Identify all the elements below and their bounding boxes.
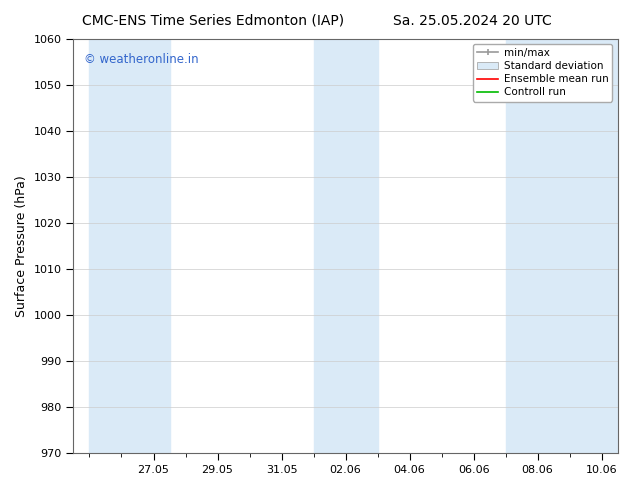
Text: Sa. 25.05.2024 20 UTC: Sa. 25.05.2024 20 UTC <box>393 14 552 28</box>
Text: © weatheronline.in: © weatheronline.in <box>84 53 199 66</box>
Bar <box>553 39 618 453</box>
Y-axis label: Surface Pressure (hPa): Surface Pressure (hPa) <box>15 175 28 317</box>
Bar <box>89 39 169 453</box>
Bar <box>314 39 378 453</box>
Bar <box>505 39 553 453</box>
Legend: min/max, Standard deviation, Ensemble mean run, Controll run: min/max, Standard deviation, Ensemble me… <box>474 44 612 101</box>
Text: CMC-ENS Time Series Edmonton (IAP): CMC-ENS Time Series Edmonton (IAP) <box>82 14 344 28</box>
